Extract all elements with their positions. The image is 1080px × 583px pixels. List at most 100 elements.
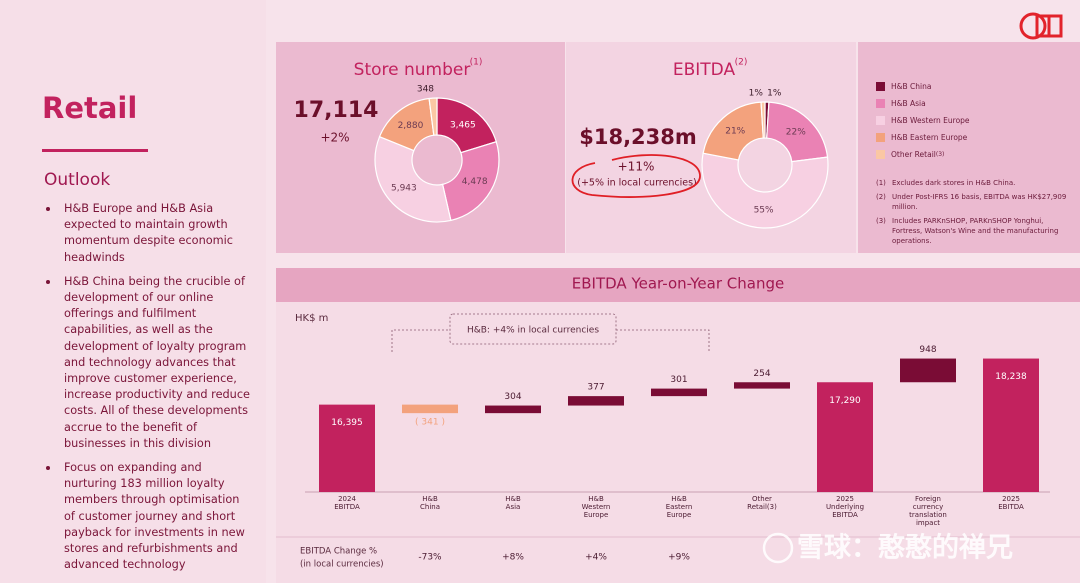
footnote-mark: (2) (876, 193, 886, 201)
pie-label: 55% (754, 205, 774, 215)
legend-label: H&B Asia (891, 99, 926, 108)
x-tick-label: currency (913, 503, 944, 511)
footnote-text: Under Post-IFRS 16 basis, EBITDA was HK$… (892, 193, 1067, 211)
legend-item: H&B China (876, 78, 970, 95)
watermark-icon (762, 532, 794, 564)
x-tick-label: Eastern (666, 503, 693, 511)
x-tick-label: impact (916, 519, 940, 527)
value-label: 17,290 (829, 396, 861, 406)
legend-label: H&B China (891, 82, 932, 91)
pie-label: 22% (786, 128, 806, 138)
x-tick-label: H&B (505, 495, 521, 503)
waterfall-header (276, 268, 1080, 302)
waterfall-panel (276, 302, 1080, 583)
legend-swatch (876, 133, 885, 142)
x-tick-label: China (420, 503, 440, 511)
x-tick-label: Europe (667, 511, 692, 519)
x-tick-label: 2025 (836, 495, 854, 503)
page-title: Retail (42, 91, 137, 125)
x-tick-label: 2024 (338, 495, 356, 503)
pie-slice (701, 152, 829, 229)
pie-label: 1% (767, 89, 782, 99)
waterfall-bar (734, 382, 790, 389)
x-tick-label: H&B (671, 495, 687, 503)
x-tick-label: EBITDA (998, 503, 1024, 511)
value-label: 948 (919, 345, 936, 355)
pie-slice (374, 135, 452, 223)
legend-swatch (876, 150, 885, 159)
legend-item: Other Retail (3) (876, 146, 970, 163)
legend-label: H&B Western Europe (891, 116, 970, 125)
pie-label: 21% (725, 127, 745, 137)
legend-item: H&B Eastern Europe (876, 129, 970, 146)
legend-label: Other Retail (891, 150, 936, 159)
waterfall-bar (651, 388, 707, 397)
outlook-list: H&B Europe and H&B Asia expected to main… (44, 201, 252, 581)
left-panel (0, 0, 266, 583)
pie-label: 5,943 (391, 184, 417, 194)
footnote-text: Excludes dark stores in H&B China. (892, 179, 1016, 187)
legend-panel (858, 42, 1080, 253)
watermark: 雪球：憨憨的禅兄 (797, 532, 1013, 564)
waterfall-bar (817, 382, 873, 492)
value-label: 254 (753, 369, 770, 379)
waterfall-bar (983, 358, 1039, 492)
footnote: (2) Under Post-IFRS 16 basis, EBITDA was … (876, 192, 1072, 212)
bullet: H&B China being the crucible of developm… (44, 274, 252, 452)
pie-label: 3,465 (450, 121, 476, 131)
legend-swatch (876, 82, 885, 91)
change-value: +8% (502, 553, 524, 563)
pie-slice (760, 101, 766, 139)
y-axis-label: HK$ m (295, 313, 328, 324)
waterfall-bar (485, 405, 541, 414)
pie-label: 2,880 (398, 121, 424, 131)
footnote: (1) Excludes dark stores in H&B China. (876, 178, 1072, 188)
legend-item: H&B Asia (876, 95, 970, 112)
x-tick-label: Western (582, 503, 611, 511)
pie-label: 1% (749, 89, 764, 99)
x-tick-label: Europe (584, 511, 609, 519)
pie-slice (441, 141, 500, 222)
change-value: +4% (585, 553, 607, 563)
waterfall-bar (568, 396, 624, 406)
value-label: 18,238 (995, 372, 1027, 382)
change-value: -73% (418, 553, 442, 563)
value-label: 304 (504, 392, 521, 402)
store-total: 17,114 (294, 98, 379, 123)
ebitda-change-note: (+5% in local currencies) (577, 178, 697, 189)
x-tick-label: H&B (588, 495, 604, 503)
bracket (391, 313, 710, 352)
legend-swatch (876, 116, 885, 125)
waterfall-bar (319, 404, 375, 492)
footnote: (3) Includes PARKnSHOP, PARKnSHOP Yonghui… (876, 216, 1072, 246)
x-tick-label: Asia (506, 503, 521, 511)
waterfall-bar (402, 404, 458, 414)
highlight-ellipse (571, 154, 701, 198)
bullet: H&B Europe and H&B Asia expected to main… (44, 201, 252, 266)
ebitda-title-note: (2) (735, 58, 748, 68)
x-tick-label: Other (752, 495, 772, 503)
x-tick-label: translation (909, 511, 947, 519)
row-label: (in local currencies) (300, 560, 384, 570)
x-tick-label: 2025 (1002, 495, 1020, 503)
title-rule (42, 149, 148, 152)
legend-swatch (876, 99, 885, 108)
bullet: Focus on expanding and nurturing 183 mil… (44, 460, 252, 573)
change-value: +9% (668, 553, 690, 563)
x-tick-label: Underlying (826, 503, 864, 511)
value-label: ( 341 ) (415, 418, 445, 428)
logo (1019, 12, 1063, 40)
value-label: 301 (670, 375, 687, 385)
x-tick-label: Foreign (915, 495, 941, 503)
legend-note: (3) (935, 151, 945, 158)
store-change: +2% (320, 131, 349, 145)
legend-item: H&B Western Europe (876, 112, 970, 129)
footnote-text: Includes PARKnSHOP, PARKnSHOP Yonghui, F… (892, 217, 1059, 245)
pie-label: 4,478 (462, 177, 488, 187)
ebitda-title: EBITDA (673, 60, 736, 80)
pie-slice (436, 97, 498, 154)
x-tick-label: Retail(3) (747, 503, 777, 511)
value-label: 377 (587, 383, 604, 393)
